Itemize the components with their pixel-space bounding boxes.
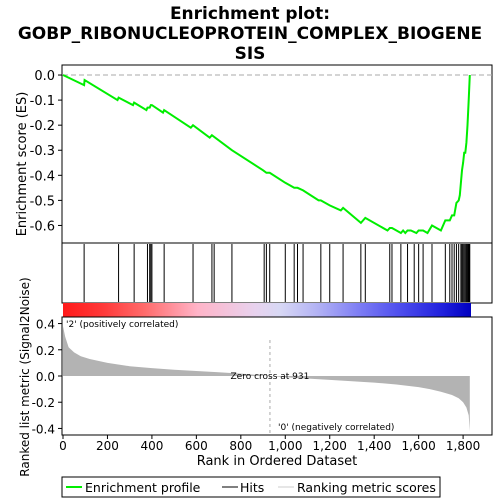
x-tick-label: 800 [229,439,252,453]
metric-y-ticks: 0.4 0.2 0.0 -0.2 -0.4 [32,318,62,436]
es-y-tick-label: -0.2 [30,119,55,134]
rank-color-bar-fill [63,303,471,317]
es-y-ticks: 0.0 -0.1 -0.2 -0.3 -0.4 -0.5 -0.6 [30,69,62,234]
es-y-axis-label: Enrichment score (ES) [15,92,30,237]
x-tick-label: 1,200 [313,439,347,453]
es-y-tick-label: -0.4 [30,169,55,184]
es-y-tick-label: -0.1 [30,94,55,109]
hit-marks [83,244,471,302]
es-y-tick-label: -0.6 [30,219,55,234]
x-tick-label: 1,800 [446,439,480,453]
rank-color-bar [63,303,471,317]
metric-y-tick-label: -0.2 [32,396,55,410]
es-y-tick-label: -0.5 [30,194,55,209]
enrichment-profile-line [62,74,471,235]
title-line-3: SIS [235,44,266,64]
legend-enrichment-label: Enrichment profile [85,480,201,495]
x-tick-label: 600 [185,439,208,453]
metric-y-tick-label: 0.2 [36,344,55,358]
zero-cross-annotation: Zero cross at 931 [231,372,310,382]
hits-panel-frame [61,242,493,304]
es-y-tick-label: -0.3 [30,144,55,159]
metric-x-ticks: 0 200 400 600 800 1,000 1,200 1,400 1,600 1,800 [59,435,480,453]
x-tick-label: 1,400 [357,439,391,453]
x-axis-label: Rank in Ordered Dataset [197,454,358,469]
legend-frame [61,476,441,498]
metric-y-axis-label: Ranked list metric (Signal2Noise) [18,277,32,476]
title-line-2: GOBP_RIBONUCLEOPROTEIN_COMPLEX_BIOGENE [18,24,482,44]
ranking-metric-area [63,326,470,432]
es-panel-frame [61,64,493,244]
legend-hits-label: Hits [240,480,264,495]
es-y-tick-label: 0.0 [34,69,55,84]
x-tick-label: 1,600 [401,439,435,453]
title-line-1: Enrichment plot: [170,4,330,24]
metric-y-tick-label: -0.4 [32,422,55,436]
legend-metric-label: Ranking metric scores [297,480,436,495]
x-tick-label: 400 [140,439,163,453]
legend: Enrichment profile Hits Ranking metric s… [61,476,441,498]
metric-panel: 0.4 0.2 0.0 -0.2 -0.4 0 200 400 600 800 1,000 1,20… [18,277,493,477]
x-tick-label: 0 [59,439,67,453]
metric-y-tick-label: 0.4 [36,318,55,332]
hits-panel [61,242,493,304]
x-tick-label: 200 [96,439,119,453]
metric-y-tick-label: 0.0 [36,370,55,384]
x-tick-label: 1,000 [268,439,302,453]
negative-correlation-label: '0' (negatively correlated) [278,423,394,433]
positive-correlation-label: '2' (positively correlated) [66,320,178,330]
es-panel: 0.0 -0.1 -0.2 -0.3 -0.4 -0.5 -0.6 Enrichment s… [15,64,493,244]
